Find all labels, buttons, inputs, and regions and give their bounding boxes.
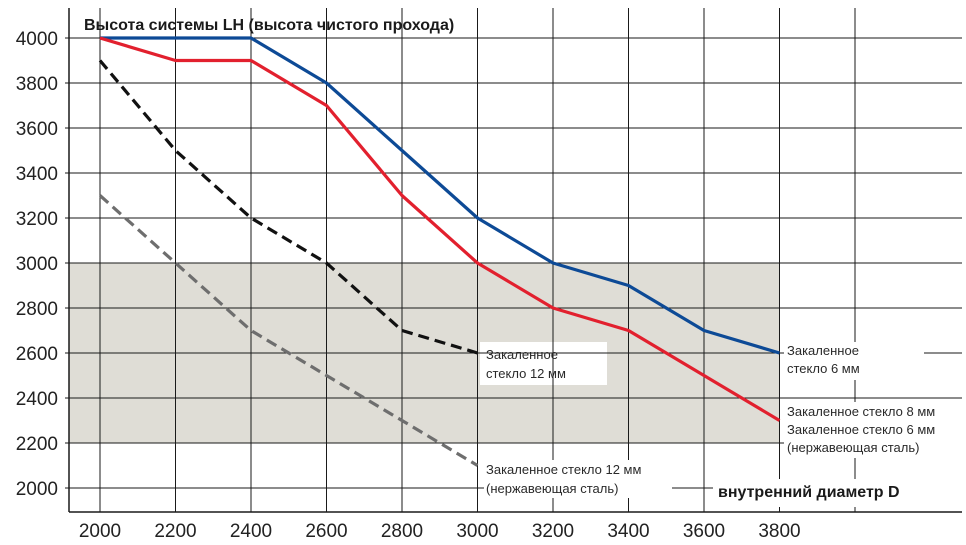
y-tick-label: 3000 — [16, 254, 58, 275]
series-label-line: (нержавеющая сталь) — [787, 440, 919, 455]
series-label-blue: Закаленное стекло 6 мм — [787, 343, 860, 376]
series-label-line: стекло 12 мм — [486, 366, 566, 381]
tick-label-layer: 2000 2200 2400 2600 2800 3000 3200 3400 3600 3800… — [16, 29, 801, 542]
grid-layer — [65, 8, 966, 512]
label-backdrop — [480, 342, 607, 385]
x-tick-label: 3600 — [683, 521, 725, 542]
series-line-red — [99, 36, 781, 422]
series-label-line: Закаленное стекло 6 мм — [787, 422, 935, 437]
x-tick-label: 3000 — [456, 521, 498, 542]
y-tick-label: 4000 — [16, 29, 58, 50]
series-layer — [98, 36, 781, 467]
series-label-gray-dashed: Закаленное стекло 12 мм (нержавеющая стал… — [486, 462, 641, 496]
x-tick-label: 3400 — [607, 521, 649, 542]
chart-title: Высота системы LH (высота чистого проход… — [84, 17, 454, 34]
x-tick-label: 2000 — [79, 521, 121, 542]
axis-layer — [68, 8, 962, 513]
x-tick-label: 2200 — [154, 521, 196, 542]
y-tick-label: 2600 — [16, 344, 58, 365]
x-axis-label: внутренний диаметр D — [718, 484, 900, 501]
label-backdrop — [784, 402, 964, 458]
y-tick-label: 2200 — [16, 434, 58, 455]
series-label-line: Закаленное — [486, 347, 558, 362]
series-label-red: Закаленное стекло 8 мм Закаленное стекло … — [787, 404, 935, 455]
label-backdrop — [713, 479, 966, 507]
x-tick-label: 2800 — [381, 521, 423, 542]
series-line-gray-dashed — [98, 194, 479, 467]
y-tick-label: 3600 — [16, 119, 58, 140]
series-label-black-dashed: Закаленное стекло 12 мм — [486, 347, 566, 381]
y-tick-label: 3200 — [16, 209, 58, 230]
y-tick-label: 3400 — [16, 164, 58, 185]
series-label-line: (нержавеющая сталь) — [486, 481, 618, 496]
x-tick-label: 3800 — [758, 521, 800, 542]
series-label-line: Закаленное стекло 12 мм — [486, 462, 641, 477]
series-label-line: Закаленное стекло 8 мм — [787, 404, 935, 419]
x-tick-label: 3200 — [532, 521, 574, 542]
series-line-blue — [100, 36, 780, 355]
x-tick-label: 2400 — [230, 521, 272, 542]
series-label-layer: Закаленное стекло 6 мм Закаленное стекло 8… — [486, 343, 935, 496]
label-backdrop — [484, 460, 672, 498]
y-tick-label: 2400 — [16, 389, 58, 410]
y-tick-label: 3800 — [16, 74, 58, 95]
series-line-black-dashed — [98, 59, 478, 355]
series-label-line: Закаленное — [787, 343, 859, 358]
series-label-line: стекло 6 мм — [787, 361, 860, 376]
x-tick-label: 2600 — [305, 521, 347, 542]
y-tick-label: 2800 — [16, 299, 58, 320]
label-backdrop — [784, 342, 924, 380]
y-tick-label: 2000 — [16, 479, 58, 500]
